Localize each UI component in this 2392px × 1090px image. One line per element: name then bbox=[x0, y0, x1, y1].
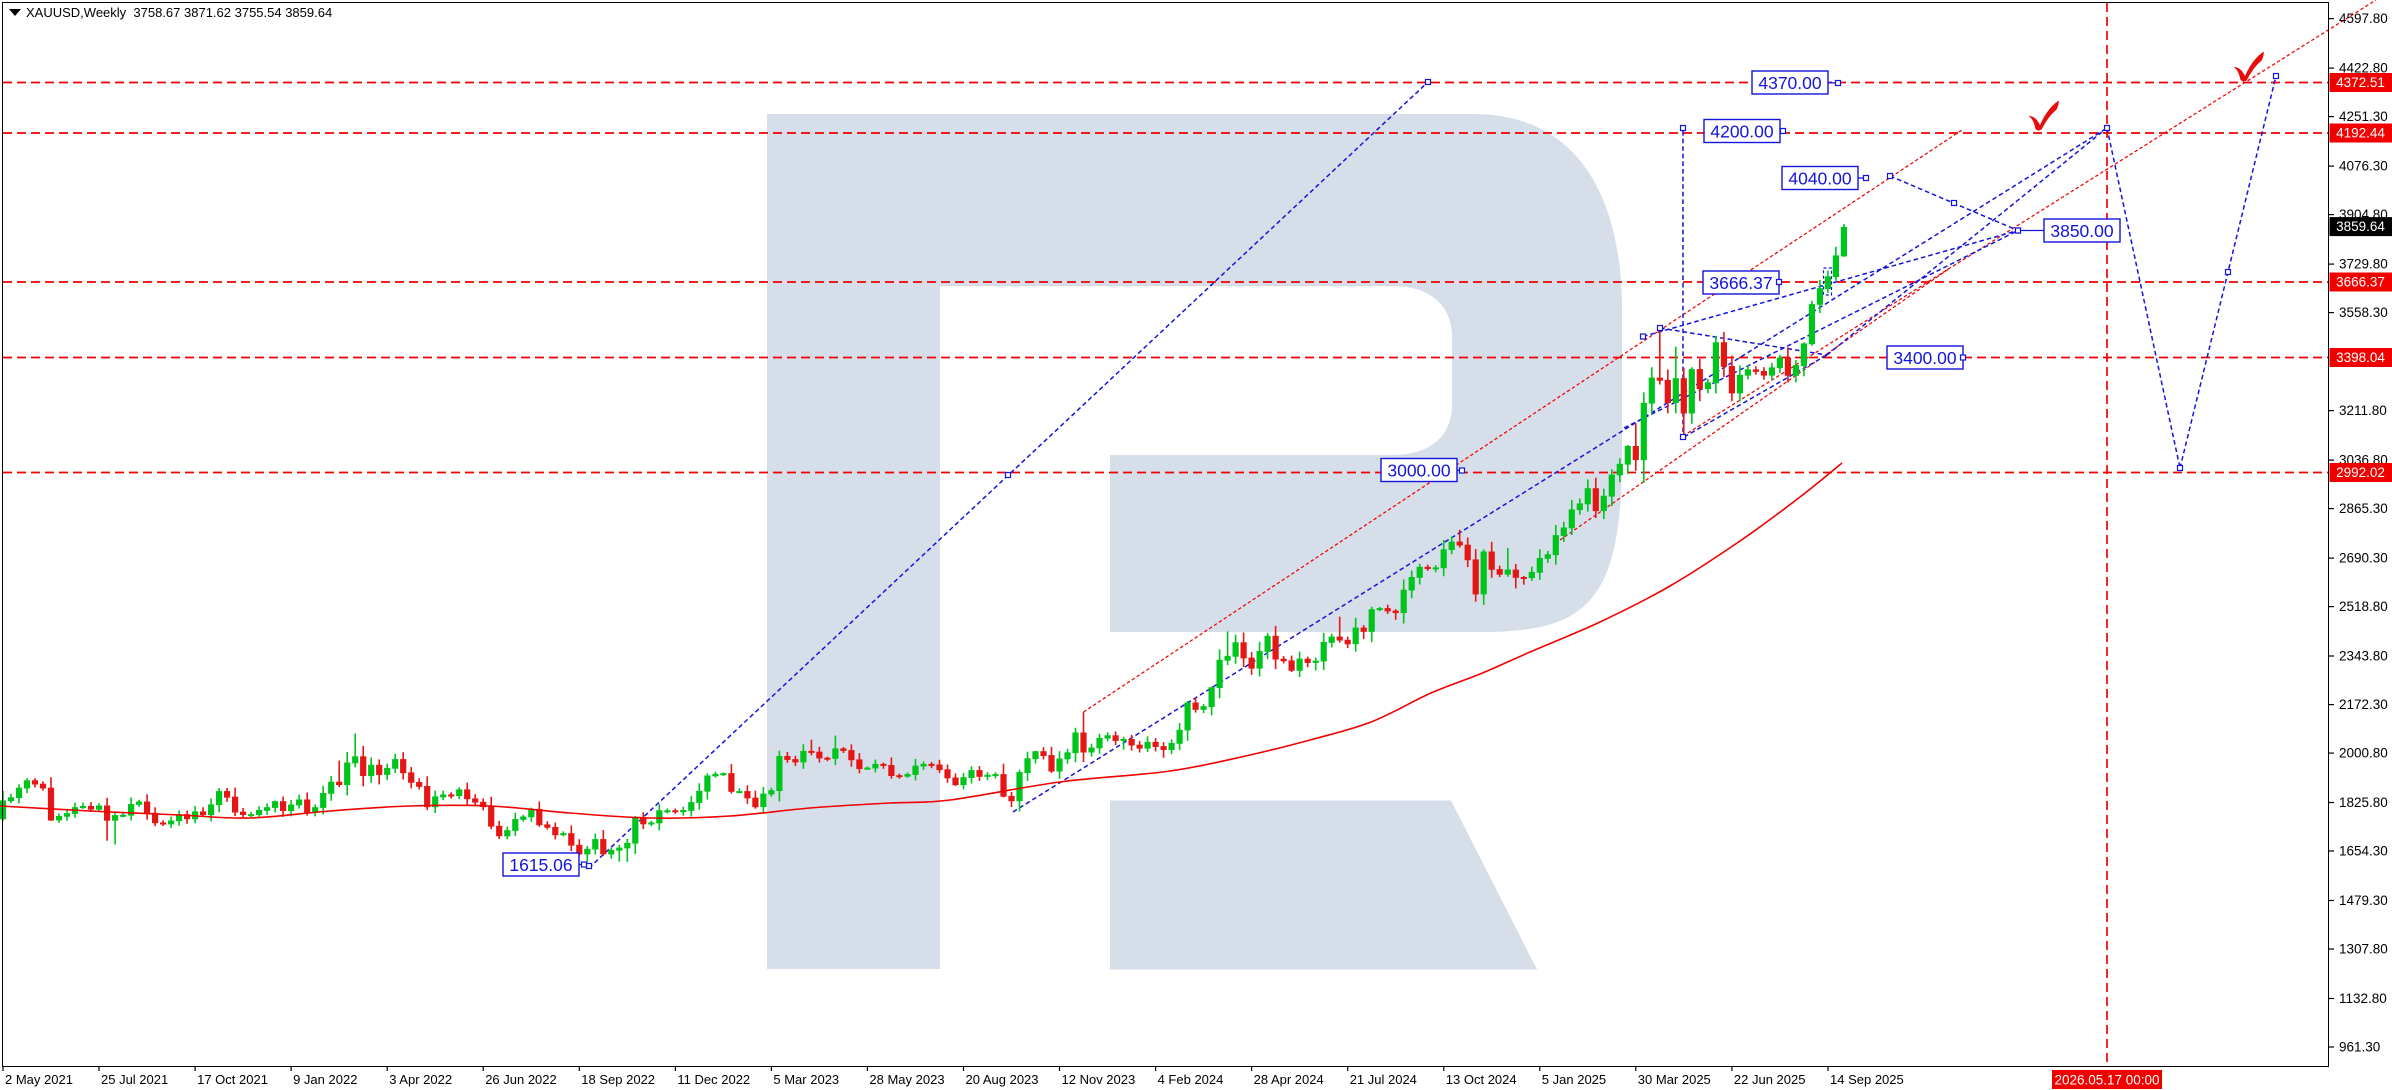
svg-text:3859.64: 3859.64 bbox=[2336, 219, 2385, 234]
svg-text:XAUUSD,Weekly 3758.67 3871.62: XAUUSD,Weekly 3758.67 3871.62 3755.54 38… bbox=[26, 5, 332, 20]
svg-text:1132.80: 1132.80 bbox=[2339, 991, 2387, 1006]
svg-text:14 Sep 2025: 14 Sep 2025 bbox=[1830, 1072, 1904, 1087]
svg-text:2865.30: 2865.30 bbox=[2339, 501, 2388, 516]
svg-text:4370.00: 4370.00 bbox=[1758, 73, 1822, 93]
svg-text:26 Jun 2022: 26 Jun 2022 bbox=[485, 1072, 557, 1087]
svg-text:28 Apr 2024: 28 Apr 2024 bbox=[1254, 1072, 1324, 1087]
svg-text:4040.00: 4040.00 bbox=[1788, 169, 1852, 189]
svg-text:961.30: 961.30 bbox=[2339, 1040, 2380, 1055]
svg-text:12 Nov 2023: 12 Nov 2023 bbox=[1062, 1072, 1136, 1087]
svg-text:2026.05.17 00:00: 2026.05.17 00:00 bbox=[2054, 1073, 2159, 1088]
svg-text:3666.37: 3666.37 bbox=[1709, 273, 1772, 293]
svg-text:4200.00: 4200.00 bbox=[1710, 122, 1774, 142]
svg-text:4192.44: 4192.44 bbox=[2336, 126, 2385, 141]
svg-text:18 Sep 2022: 18 Sep 2022 bbox=[581, 1072, 655, 1087]
svg-text:2172.30: 2172.30 bbox=[2339, 697, 2388, 712]
svg-text:5 Mar 2023: 5 Mar 2023 bbox=[773, 1072, 839, 1087]
svg-text:4372.51: 4372.51 bbox=[2336, 75, 2385, 90]
svg-text:22 Jun 2025: 22 Jun 2025 bbox=[1734, 1072, 1806, 1087]
svg-text:3211.80: 3211.80 bbox=[2339, 403, 2387, 418]
svg-text:2000.80: 2000.80 bbox=[2339, 746, 2388, 761]
svg-text:11 Dec 2022: 11 Dec 2022 bbox=[677, 1072, 750, 1087]
svg-text:3400.00: 3400.00 bbox=[1893, 348, 1957, 368]
svg-text:9 Jan 2022: 9 Jan 2022 bbox=[293, 1072, 357, 1087]
svg-text:1654.30: 1654.30 bbox=[2339, 844, 2388, 859]
svg-text:4076.30: 4076.30 bbox=[2339, 159, 2388, 174]
svg-text:1825.80: 1825.80 bbox=[2339, 795, 2388, 810]
svg-text:21 Jul 2024: 21 Jul 2024 bbox=[1350, 1072, 1417, 1087]
svg-text:28 May 2023: 28 May 2023 bbox=[869, 1072, 944, 1087]
svg-text:4422.80: 4422.80 bbox=[2339, 61, 2388, 76]
svg-text:3850.00: 3850.00 bbox=[2050, 221, 2114, 241]
svg-text:4251.30: 4251.30 bbox=[2339, 109, 2388, 124]
svg-text:4597.80: 4597.80 bbox=[2339, 11, 2388, 26]
svg-text:2992.02: 2992.02 bbox=[2336, 465, 2385, 480]
svg-text:1615.06: 1615.06 bbox=[509, 855, 572, 875]
svg-text:3398.04: 3398.04 bbox=[2336, 350, 2385, 365]
svg-text:1479.30: 1479.30 bbox=[2339, 893, 2388, 908]
svg-text:13 Oct 2024: 13 Oct 2024 bbox=[1446, 1072, 1517, 1087]
svg-text:20 Aug 2023: 20 Aug 2023 bbox=[966, 1072, 1039, 1087]
svg-text:3558.30: 3558.30 bbox=[2339, 305, 2388, 320]
svg-text:3666.37: 3666.37 bbox=[2336, 275, 2385, 290]
svg-text:2518.80: 2518.80 bbox=[2339, 599, 2388, 614]
svg-text:30 Mar 2025: 30 Mar 2025 bbox=[1638, 1072, 1711, 1087]
svg-text:2343.80: 2343.80 bbox=[2339, 649, 2388, 664]
svg-text:3729.80: 3729.80 bbox=[2339, 257, 2388, 272]
svg-text:5 Jan 2025: 5 Jan 2025 bbox=[1542, 1072, 1606, 1087]
svg-text:3000.00: 3000.00 bbox=[1387, 461, 1451, 481]
svg-text:1307.80: 1307.80 bbox=[2339, 942, 2388, 957]
svg-text:25 Jul 2021: 25 Jul 2021 bbox=[101, 1072, 168, 1087]
svg-text:4 Feb 2024: 4 Feb 2024 bbox=[1158, 1072, 1224, 1087]
svg-text:17 Oct 2021: 17 Oct 2021 bbox=[197, 1072, 268, 1087]
svg-text:2690.30: 2690.30 bbox=[2339, 551, 2388, 566]
svg-text:3 Apr 2022: 3 Apr 2022 bbox=[389, 1072, 452, 1087]
svg-text:2 May 2021: 2 May 2021 bbox=[5, 1072, 73, 1087]
